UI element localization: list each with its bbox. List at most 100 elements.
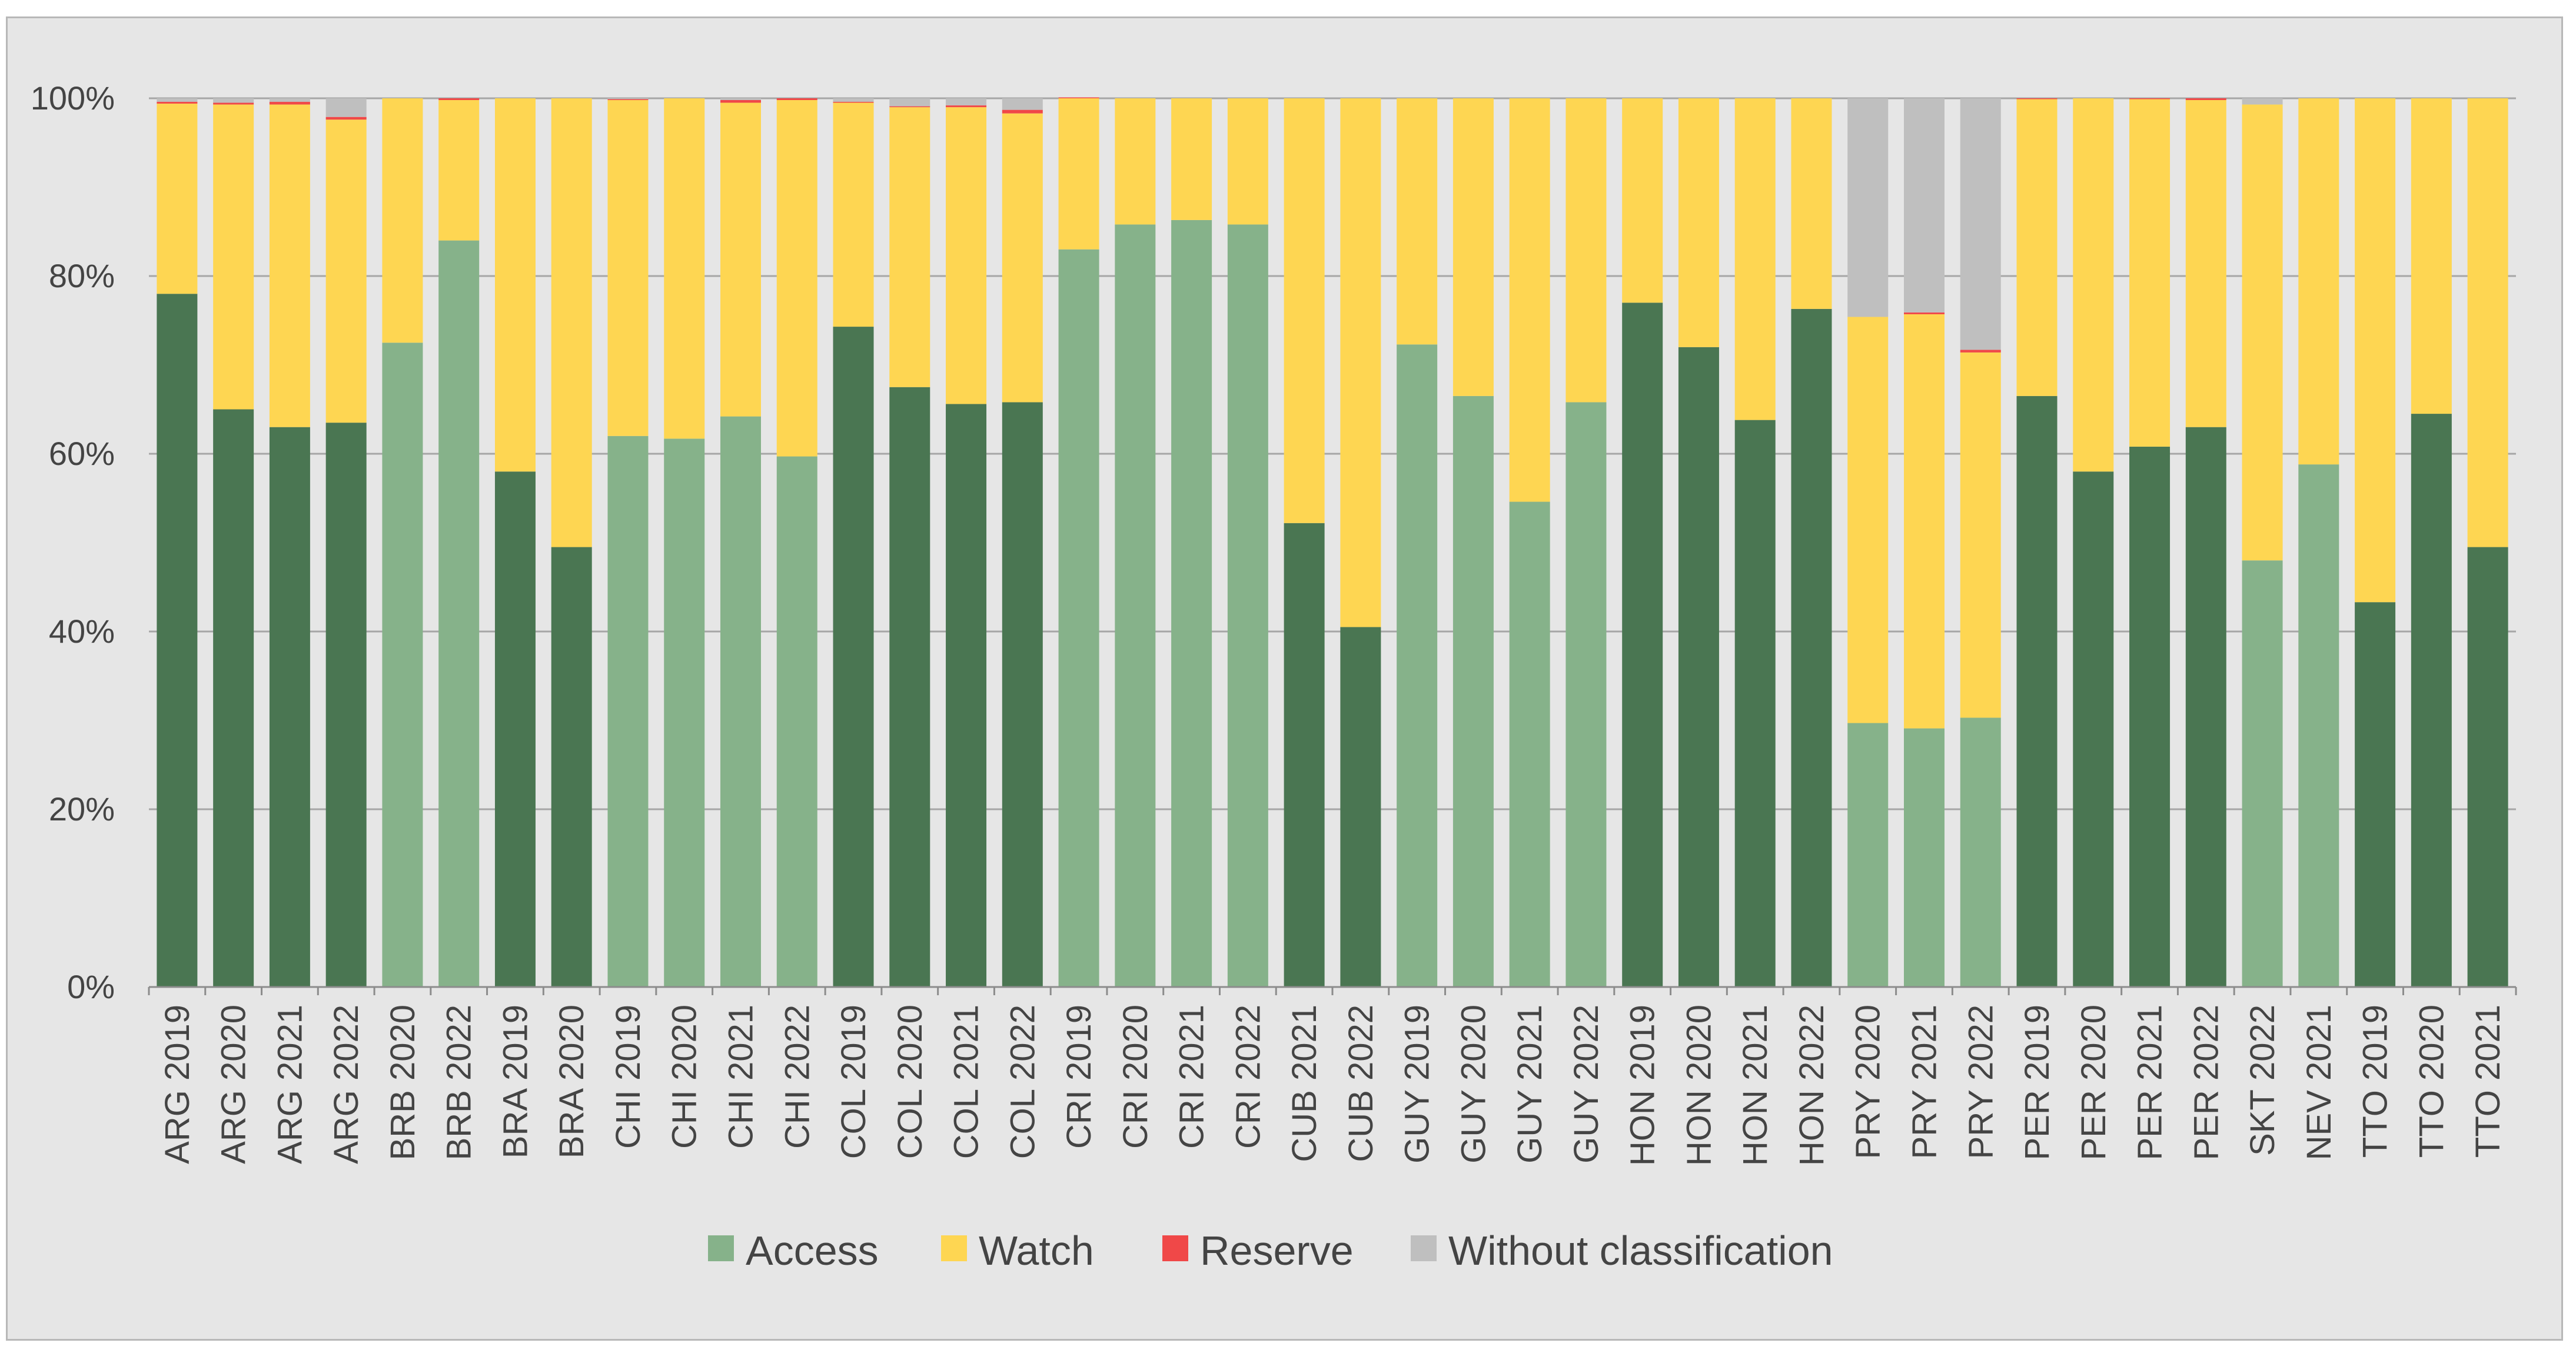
bar-watch	[1002, 113, 1043, 403]
category-label: TTO 2021	[2469, 1005, 2507, 1158]
bar-access	[1960, 717, 2001, 987]
category-label: HON 2022	[1793, 1005, 1831, 1166]
bar-watch	[2298, 98, 2339, 465]
bar-reserve	[833, 102, 874, 103]
bar-reserve	[269, 102, 310, 105]
bar-watch	[551, 98, 592, 547]
bar-reserve	[325, 117, 367, 120]
bar-access	[438, 240, 480, 988]
bar-reserve	[1002, 109, 1043, 114]
category-label: CRI 2020	[1116, 1005, 1155, 1149]
chart-area: 0% 20% 40% 60% 80% 100% ARG 2019 ARG 2020 ARG 2…	[6, 16, 2563, 1341]
bar-access	[382, 343, 423, 987]
legend-label: Without classification	[1448, 1228, 1833, 1274]
category-label: NEV 2021	[2300, 1005, 2338, 1160]
category-label: ARG 2019	[158, 1005, 197, 1164]
category-label: GUY 2021	[1511, 1005, 1549, 1164]
y-tick-label: 100%	[31, 79, 115, 117]
bar-watch	[1058, 98, 1099, 250]
bar-without-classification	[889, 98, 930, 107]
bar-access	[1904, 728, 1945, 987]
bar-watch	[776, 100, 817, 457]
category-label: COL 2021	[948, 1005, 986, 1159]
bar-access	[2185, 427, 2226, 987]
bar-without-classification	[1847, 98, 1889, 317]
bar-access	[1171, 220, 1212, 987]
bar-without-classification	[325, 98, 367, 117]
bar-reserve	[213, 102, 254, 105]
category-label: BRB 2022	[440, 1005, 478, 1160]
bar-watch	[438, 100, 480, 241]
bar-watch	[1340, 98, 1381, 627]
category-label: CHI 2019	[609, 1005, 647, 1149]
y-tick-label: 40%	[49, 613, 115, 650]
bar-watch	[382, 98, 423, 343]
category-label: PRY 2020	[1849, 1005, 1887, 1159]
category-label: PRY 2021	[1906, 1005, 1944, 1159]
category-label: COL 2020	[891, 1005, 929, 1159]
bar-watch	[494, 98, 536, 472]
bar-watch	[1509, 98, 1550, 502]
bar-watch	[157, 104, 198, 294]
bar-access	[2411, 414, 2452, 987]
bar-without-classification	[157, 98, 198, 102]
bar-access	[2016, 396, 2058, 987]
legend-item-access: Access	[708, 1228, 879, 1274]
bar-access	[1397, 344, 1438, 987]
y-axis-ticks: 0% 20% 40% 60% 80% 100%	[31, 79, 115, 1005]
bar-reserve	[438, 98, 480, 101]
bar-watch	[1565, 98, 1607, 403]
bar-access	[1284, 523, 1325, 987]
bar-access	[1678, 347, 1719, 987]
bar-access	[494, 471, 536, 987]
bar-access	[607, 436, 649, 987]
category-label: BRA 2020	[553, 1005, 591, 1158]
bar-access	[325, 423, 367, 987]
bar-watch	[2467, 98, 2508, 547]
bar-access	[269, 427, 310, 987]
category-label: CUB 2022	[1342, 1005, 1380, 1162]
bar-access	[2129, 446, 2171, 987]
bar-watch	[946, 107, 987, 404]
legend: Access Watch Reserve Without classification	[708, 1228, 1833, 1274]
bar-access	[720, 416, 761, 987]
bar-watch	[2129, 99, 2171, 447]
category-label: CRI 2019	[1060, 1005, 1098, 1149]
bar-watch	[1397, 98, 1438, 345]
bar-access	[1565, 402, 1607, 987]
category-label: CHI 2020	[666, 1005, 704, 1149]
bar-access	[1002, 402, 1043, 987]
bar-access	[551, 547, 592, 987]
gridlines	[149, 97, 2516, 810]
bar-reserve	[2185, 98, 2226, 101]
y-tick-label: 0%	[67, 968, 115, 1005]
bar-without-classification	[1960, 98, 2001, 350]
bar-watch	[325, 119, 367, 423]
bar-reserve	[889, 106, 930, 108]
legend-item-reserve: Reserve	[1162, 1228, 1354, 1274]
bar-access	[946, 404, 987, 987]
y-tick-label: 80%	[49, 257, 115, 294]
bar-watch	[1115, 98, 1156, 225]
bar-watch	[2355, 98, 2396, 603]
bar-without-classification	[1002, 98, 1043, 110]
category-label: TTO 2020	[2412, 1005, 2451, 1158]
bar-without-classification	[269, 98, 310, 102]
bar-access	[889, 387, 930, 987]
category-labels: ARG 2019 ARG 2020 ARG 2021 ARG 2022 BRB 2020…	[158, 1005, 2507, 1166]
legend-swatch	[941, 1235, 967, 1261]
bars	[157, 97, 2508, 988]
bar-watch	[2185, 100, 2226, 427]
bar-without-classification	[833, 98, 874, 102]
bar-reserve	[2016, 98, 2058, 99]
bar-without-classification	[720, 98, 761, 101]
bar-access	[1340, 627, 1381, 987]
category-label: HON 2021	[1736, 1005, 1774, 1166]
category-label: HON 2020	[1680, 1005, 1718, 1166]
bar-reserve	[607, 99, 649, 101]
category-label: CRI 2021	[1173, 1005, 1211, 1149]
bar-watch	[213, 104, 254, 410]
bar-access	[157, 294, 198, 988]
bar-watch	[1734, 98, 1776, 420]
category-label: PER 2021	[2131, 1005, 2169, 1160]
